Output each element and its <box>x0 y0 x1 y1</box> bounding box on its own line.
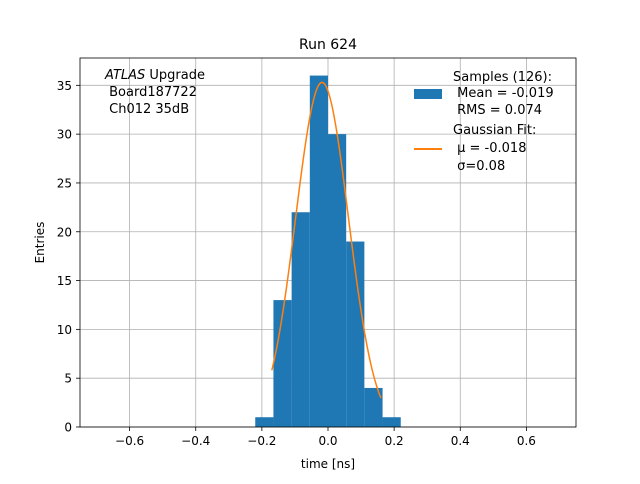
histogram-bars <box>255 75 401 428</box>
legend-samples-swatch <box>414 89 442 99</box>
y-tick-label: 35 <box>57 79 72 93</box>
x-tick-label: 0.4 <box>451 434 470 448</box>
y-axis-label: Entries <box>33 222 47 264</box>
y-tick-label: 0 <box>64 421 72 435</box>
y-tick-label: 20 <box>57 225 72 239</box>
annotation-line-1: ATLAS Upgrade <box>104 68 205 83</box>
y-axis-ticks: 0 5 10 15 20 25 30 35 <box>57 79 80 435</box>
x-axis-ticks: −0.6 −0.4 −0.2 0.0 0.2 0.4 0.6 <box>115 427 536 448</box>
x-tick-label: 0.2 <box>385 434 404 448</box>
x-tick-label: −0.2 <box>247 434 276 448</box>
y-tick-label: 25 <box>57 176 72 190</box>
x-tick-label: −0.4 <box>181 434 210 448</box>
annotation-atlas: ATLAS <box>104 68 145 83</box>
histogram-bar <box>309 75 328 428</box>
legend-fit-title: Gaussian Fit: <box>453 123 536 138</box>
histogram-bar <box>273 300 292 427</box>
x-tick-label: 0.6 <box>517 434 536 448</box>
y-tick-label: 15 <box>57 274 72 288</box>
y-tick-label: 5 <box>64 372 72 386</box>
gaussian-fit-curve <box>271 81 382 399</box>
histogram-bar <box>328 134 347 427</box>
legend-samples-mean: Mean = -0.019 <box>453 86 554 101</box>
histogram-bar <box>291 212 310 427</box>
histogram-bar <box>346 241 365 427</box>
y-tick-label: 30 <box>57 128 72 142</box>
histogram-bar <box>364 387 383 427</box>
histogram-bar <box>255 417 274 427</box>
annotation-channel: Ch012 35dB <box>105 102 189 117</box>
chart-title: Run 624 <box>299 37 357 53</box>
x-tick-label: 0.0 <box>318 434 337 448</box>
atlas-annotation: ATLAS Upgrade Board187722 Ch012 35dB <box>104 68 205 117</box>
legend-fit-sigma: σ=0.08 <box>453 159 505 174</box>
annotation-board: Board187722 <box>105 85 197 100</box>
y-tick-label: 10 <box>57 323 72 337</box>
legend-fit-mu: μ = -0.018 <box>453 141 526 156</box>
legend-samples-rms: RMS = 0.074 <box>453 103 542 118</box>
histogram-bar <box>382 417 401 427</box>
annotation-upgrade: Upgrade <box>145 68 205 83</box>
legend-samples-title: Samples (126): <box>453 70 552 85</box>
x-tick-label: −0.6 <box>115 434 144 448</box>
legend: Samples (126): Mean = -0.019 RMS = 0.074… <box>414 70 554 174</box>
x-axis-label: time [ns] <box>301 457 355 471</box>
